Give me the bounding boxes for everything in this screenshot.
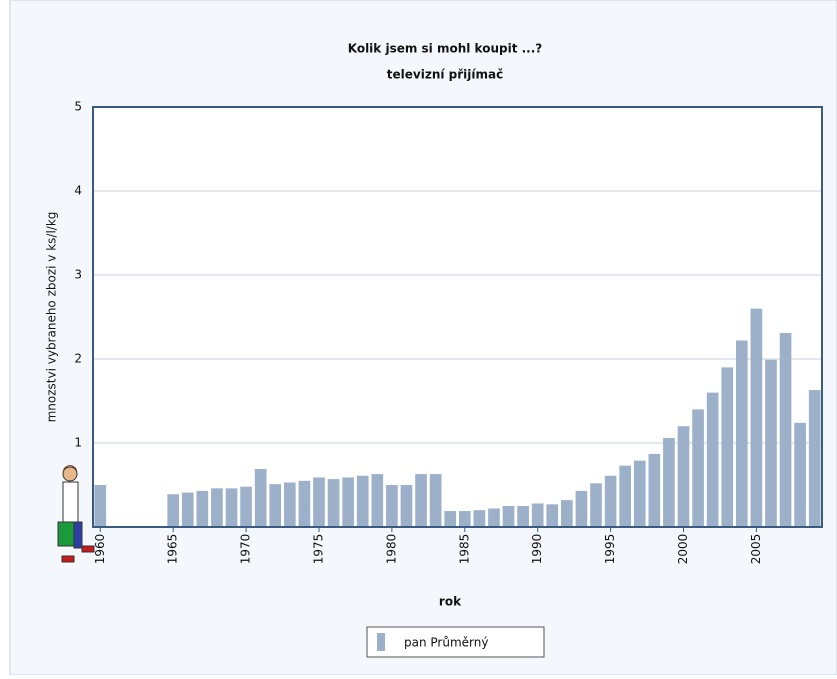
bar (677, 426, 690, 527)
bar (225, 488, 238, 527)
x-tick-label: 1965 (166, 534, 180, 565)
bar (211, 488, 223, 527)
bar (648, 453, 661, 527)
bar (575, 490, 588, 527)
y-axis-label: mnozstvi vybraneho zbozi v ks/l/kg (45, 212, 59, 423)
legend: pan Průměrný (366, 626, 545, 658)
bar (429, 474, 442, 527)
bar (750, 308, 763, 527)
bar (415, 474, 427, 527)
bar (692, 409, 704, 527)
bar (356, 475, 369, 527)
bar (561, 500, 573, 527)
bar (808, 390, 821, 527)
bar (400, 485, 413, 527)
bar (458, 511, 471, 527)
x-tick-label: 1990 (530, 534, 544, 565)
bar (240, 486, 252, 527)
plot-border (92, 106, 823, 528)
bar (735, 340, 748, 527)
bar (590, 483, 602, 527)
bar (517, 506, 529, 527)
bar (196, 490, 209, 527)
chart-title: Kolik jsem si mohl koupit ...? (348, 42, 543, 56)
x-tick-label: 1960 (93, 534, 107, 565)
bar (765, 359, 777, 527)
legend-box (366, 626, 545, 658)
person-icon (57, 465, 95, 563)
bar (531, 503, 544, 527)
y-tick-label: 2 (74, 352, 82, 366)
bar (283, 482, 296, 527)
y-tick-label: 3 (74, 268, 82, 282)
bar (706, 392, 719, 527)
bar (181, 492, 194, 527)
x-tick-label: 1975 (311, 534, 325, 565)
bar (254, 469, 267, 527)
x-tick-label: 1970 (239, 534, 253, 565)
bar (794, 422, 806, 527)
x-tick-label: 1980 (384, 534, 398, 565)
x-tick-label: 2005 (749, 534, 763, 565)
y-tick-label: 5 (74, 100, 82, 114)
bar (444, 511, 457, 527)
bar (269, 484, 282, 527)
bar (663, 437, 675, 527)
chart-subtitle: televizní přijímač (387, 68, 503, 82)
bar (298, 480, 311, 527)
bar (619, 465, 632, 527)
bar (313, 477, 325, 527)
x-tick-label: 1995 (603, 534, 617, 565)
legend-label: pan Průměrný (404, 636, 488, 650)
bar (371, 474, 384, 527)
bar (779, 332, 792, 527)
bar (546, 504, 559, 527)
bar (488, 508, 500, 527)
bar (342, 477, 354, 527)
x-tick-label: 1985 (457, 534, 471, 565)
bar (473, 510, 486, 527)
x-tick-label: 2000 (676, 534, 690, 565)
bar (604, 475, 617, 527)
bar (633, 460, 646, 527)
bar (721, 367, 734, 527)
legend-swatch (377, 633, 385, 651)
y-tick-label: 4 (74, 184, 82, 198)
x-axis-label: rok (439, 595, 462, 609)
bar (94, 485, 107, 527)
bar (386, 485, 398, 527)
bar (167, 494, 180, 527)
bar (327, 479, 340, 527)
y-tick-label: 1 (74, 436, 82, 450)
bar (502, 506, 515, 527)
